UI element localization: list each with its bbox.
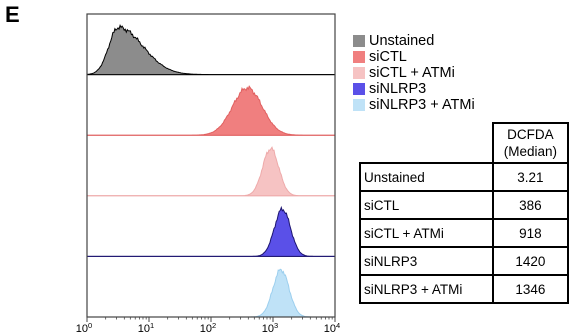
legend-swatch — [353, 67, 365, 79]
legend-item: siNLRP3 — [353, 81, 475, 97]
legend-item: siCTL + ATMi — [353, 65, 475, 81]
legend-item: Unstained — [353, 33, 475, 49]
legend-item: siNLRP3 + ATMi — [353, 97, 475, 113]
histogram-lanes — [86, 24, 335, 318]
legend-label: siNLRP3 — [369, 81, 427, 97]
panel-letter: E — [5, 2, 20, 27]
legend-swatch — [353, 99, 365, 111]
legend-label: Unstained — [369, 33, 435, 49]
histogram-sinlrp3 — [87, 205, 335, 257]
table-cell-value: 3.21 — [491, 162, 569, 192]
table-row: siCTL + ATMi 918 — [359, 218, 569, 248]
legend-item: siCTL — [353, 49, 475, 65]
table-header-value: DCFDA (Median) — [491, 122, 569, 163]
table-cell-label: Unstained — [359, 162, 494, 192]
histogram-sictl — [87, 85, 335, 136]
legend-label: siCTL + ATMi — [369, 65, 455, 81]
legend-label: siNLRP3 + ATMi — [369, 97, 475, 113]
legend: Unstained siCTL siCTL + ATMi siNLRP3 siN… — [353, 33, 475, 113]
table-header-line1: DCFDA — [507, 127, 554, 142]
table-row: siNLRP3 + ATMi 1346 — [359, 274, 569, 304]
x-tick-label: 102 — [200, 321, 216, 335]
x-tick-label: 104 — [324, 321, 340, 335]
histogram-sinlrp3-atmi — [87, 268, 335, 318]
table-row: Unstained 3.21 — [359, 162, 569, 192]
x-tick-label: 101 — [138, 321, 154, 335]
legend-swatch — [353, 83, 365, 95]
table-row: siCTL 386 — [359, 190, 569, 220]
table-cell-value: 1346 — [491, 274, 569, 304]
x-tick-label: 103 — [262, 321, 278, 335]
table-header-empty — [360, 123, 493, 163]
histogram-unstained — [86, 24, 335, 76]
table-cell-value: 918 — [491, 218, 569, 248]
legend-label: siCTL — [369, 49, 407, 65]
table-cell-value: 386 — [491, 190, 569, 220]
table-cell-label: siNLRP3 + ATMi — [359, 274, 494, 304]
table-cell-label: siCTL — [359, 190, 494, 220]
histogram-sictl-atmi — [87, 146, 335, 197]
table-header-row: DCFDA (Median) — [360, 122, 569, 163]
legend-swatch — [353, 51, 365, 63]
x-axis-ticks: 100 101 102 103 104 — [76, 317, 340, 335]
table-cell-label: siCTL + ATMi — [359, 218, 494, 248]
table-row: siNLRP3 1420 — [359, 246, 569, 276]
table-cell-value: 1420 — [491, 246, 569, 276]
median-table: DCFDA (Median) Unstained 3.21 siCTL 386 siC… — [359, 122, 569, 304]
legend-swatch — [353, 35, 365, 47]
table-cell-label: siNLRP3 — [359, 246, 494, 276]
table-header-line2: (Median) — [503, 144, 557, 159]
x-tick-label: 100 — [76, 321, 92, 335]
